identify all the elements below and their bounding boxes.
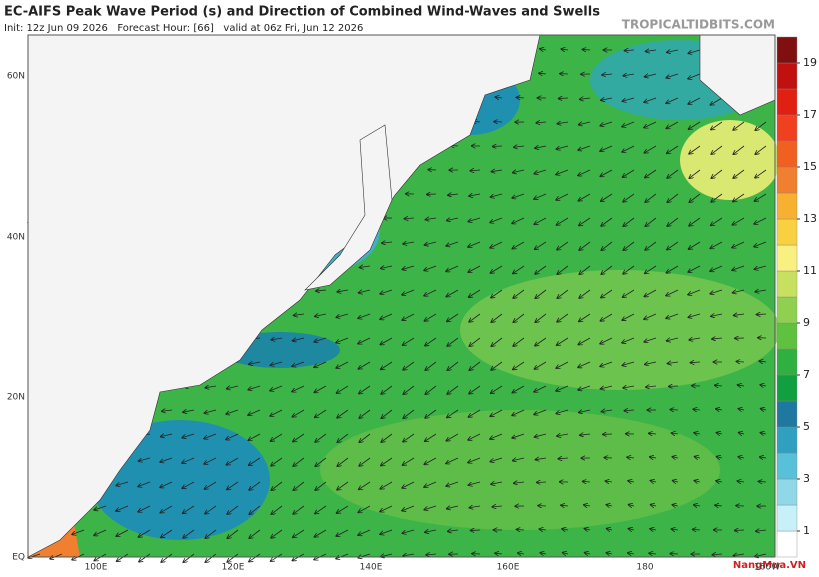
colorbar-label: 17 — [803, 108, 817, 121]
colorbar-label: 1 — [803, 524, 810, 537]
lat-label: EQ — [12, 553, 25, 563]
colorbar-segment — [777, 479, 797, 505]
colorbar-segment — [777, 401, 797, 427]
colorbar-label: 15 — [803, 160, 817, 173]
subtitle: Init: 12z Jun 09 2026 Forecast Hour: [66… — [4, 23, 363, 34]
arrow — [471, 530, 480, 531]
colorbar-segment — [777, 245, 797, 271]
colorbar-segment — [777, 167, 797, 193]
colorbar-label: 3 — [803, 472, 810, 485]
colorbar-segment — [777, 115, 797, 141]
colorbar-label: 5 — [803, 420, 810, 433]
map — [28, 35, 780, 562]
lon-label: 100E — [85, 563, 108, 573]
site: TROPICALTIDBITS.COM — [622, 18, 775, 32]
colorbar-segment — [777, 297, 797, 323]
lon-label: 160E — [497, 563, 520, 573]
arrow — [736, 361, 744, 362]
lon-label: 180 — [636, 563, 653, 573]
arrow — [582, 49, 590, 50]
lat-label: 40N — [7, 233, 25, 243]
colorbar-segment — [777, 375, 797, 401]
colorbar-label: 9 — [803, 316, 810, 329]
colorbar-segment — [777, 427, 797, 453]
colorbar-segment — [777, 193, 797, 219]
colorbar-segment — [777, 505, 797, 531]
arrow — [559, 98, 568, 99]
lon-label: 160W — [754, 563, 780, 573]
colorbar-segment — [777, 271, 797, 297]
colorbar-segment — [777, 349, 797, 375]
lon-label: 140E — [360, 563, 383, 573]
title: EC-AIFS Peak Wave Period (s) and Directi… — [4, 5, 600, 20]
colorbar-segment — [777, 323, 797, 349]
colorbar-segment — [777, 63, 797, 89]
colorbar-segment — [777, 531, 797, 557]
arrow — [735, 530, 744, 531]
colorbar-label: 11 — [803, 264, 817, 277]
colorbar-label: 13 — [803, 212, 817, 225]
colorbar-segment — [777, 141, 797, 167]
colorbar-segment — [777, 37, 797, 63]
colorbar-segment — [777, 89, 797, 115]
colorbar-label: 7 — [803, 368, 810, 381]
lat-label: 60N — [7, 72, 25, 82]
field — [320, 410, 720, 530]
field — [680, 120, 780, 200]
lat-label: 20N — [7, 393, 25, 403]
field — [460, 270, 780, 390]
colorbar-label: 19 — [803, 56, 817, 69]
colorbar-segment — [777, 219, 797, 245]
colorbar-segment — [777, 453, 797, 479]
lon-label: 120E — [222, 563, 245, 573]
